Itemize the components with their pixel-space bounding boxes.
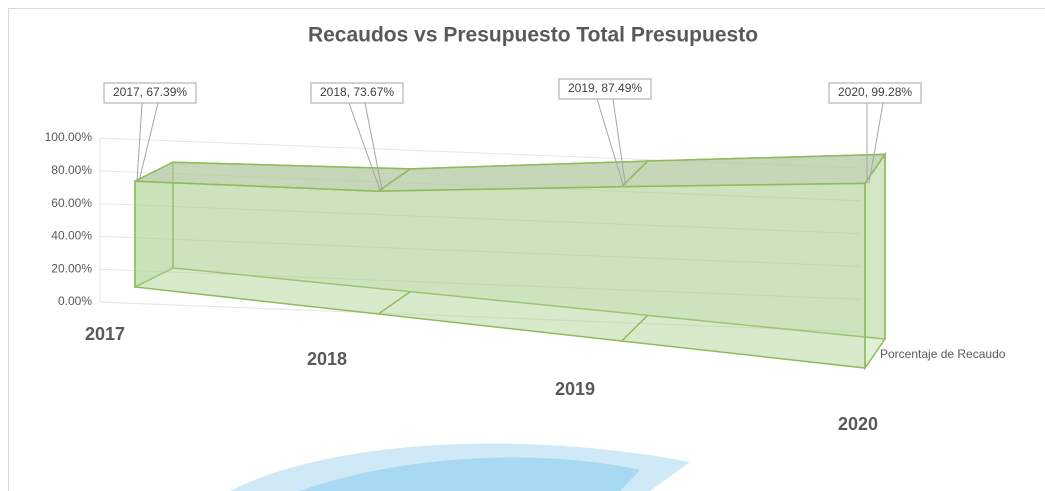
grid-line xyxy=(99,235,861,267)
chart-title: Recaudos vs Presupuesto Total Presupuest… xyxy=(308,24,758,47)
grid-line xyxy=(99,268,861,300)
background-swoosh xyxy=(300,457,640,491)
x-tick-label: 2018 xyxy=(307,349,347,369)
y-tick-label: 60.00% xyxy=(51,196,92,210)
data-label: 2017, 67.39% xyxy=(113,85,187,99)
y-tick-label: 80.00% xyxy=(51,163,92,177)
leader-line xyxy=(612,98,627,187)
leader-line xyxy=(348,102,381,192)
leader-line xyxy=(364,102,383,192)
leader-line xyxy=(136,102,143,182)
leader-line xyxy=(138,102,159,182)
floor-divider xyxy=(621,314,649,342)
x-tick-label: 2020 xyxy=(838,414,878,434)
chart-frame xyxy=(8,8,1045,491)
grid-line xyxy=(99,203,861,235)
data-label-box xyxy=(558,78,652,100)
data-label-box xyxy=(310,82,404,104)
data-label-box xyxy=(103,82,197,104)
floor-divider xyxy=(377,291,411,315)
data-label: 2020, 99.28% xyxy=(838,85,912,99)
y-tick-label: 100.00% xyxy=(45,130,93,144)
x-tick-label: 2019 xyxy=(555,379,595,399)
y-tick-label: 0.00% xyxy=(58,294,92,308)
floor-line xyxy=(99,301,861,333)
leader-line xyxy=(596,98,625,187)
area-top-face xyxy=(619,153,887,188)
leader-line xyxy=(868,102,884,184)
y-tick-label: 40.00% xyxy=(51,229,92,243)
area-side-face xyxy=(864,151,886,371)
y-tick-label: 20.00% xyxy=(51,261,92,275)
data-label-box xyxy=(828,82,922,104)
series-label: Porcentaje de Recaudo xyxy=(880,347,1006,361)
area-front-face xyxy=(134,180,866,369)
data-label: 2019, 87.49% xyxy=(568,81,642,95)
data-label: 2018, 73.67% xyxy=(320,85,394,99)
x-tick-label: 2017 xyxy=(85,324,125,344)
